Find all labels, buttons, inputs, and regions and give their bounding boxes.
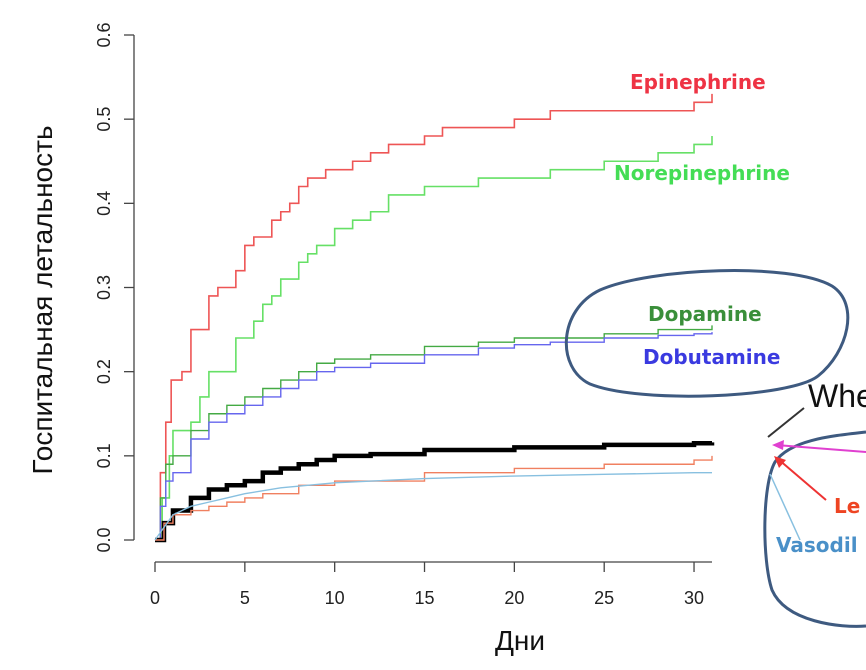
label-vasodilators: Vasodil [776,533,858,557]
x-tick-label: 25 [594,588,614,608]
x-tick-label: 0 [150,588,160,608]
series-line-dobutamine [155,332,713,541]
label-epinephrine: Epinephrine [630,70,766,94]
y-tick-label: 0.5 [94,107,114,132]
series-line-dopamine [155,325,713,541]
x-axis-title: Дни [495,625,545,656]
label-norepinephrine: Norepinephrine [614,161,790,185]
x-tick-label: 10 [325,588,345,608]
y-tick-label: 0.4 [94,191,114,216]
label-dobutamine: Dobutamine [643,345,780,369]
label-levosimendan: Le [834,494,860,518]
y-tick-label: 0.1 [94,443,114,468]
lower-callout-outline [763,430,866,628]
series-line-whole [155,440,715,543]
red-arrow [777,458,827,501]
x-tick-group: 0 5 10 15 20 25 30 [150,562,704,608]
series-group [154,93,715,543]
x-tick-label: 5 [240,588,250,608]
series-line-norepinephrine [155,136,713,541]
x-tick-label: 15 [415,588,435,608]
blue-pointer-line [769,473,801,541]
x-tick-label: 20 [504,588,524,608]
series-line-levosimendan [155,455,713,541]
red-arrowhead [774,456,786,468]
y-tick-label: 0.3 [94,275,114,300]
magenta-arrowhead [772,440,784,450]
label-dopamine: Dopamine [648,302,762,326]
y-tick-label: 0.2 [94,359,114,384]
series-line-epinephrine [155,93,713,541]
series-line-vasodilators [154,471,712,541]
y-tick-label: 0.6 [94,22,114,47]
y-tick-label: 0.0 [94,527,114,552]
y-axis-title: Госпитальная летальность [27,125,58,474]
label-whole: Whe [808,378,866,414]
dopamine-callout-outline [565,269,850,398]
x-tick-label: 30 [684,588,704,608]
whole-pointer-line [767,407,805,438]
y-tick-group: 0.0 0.1 0.2 0.3 0.4 0.5 0.6 [94,22,134,553]
magenta-arrow [775,444,866,453]
